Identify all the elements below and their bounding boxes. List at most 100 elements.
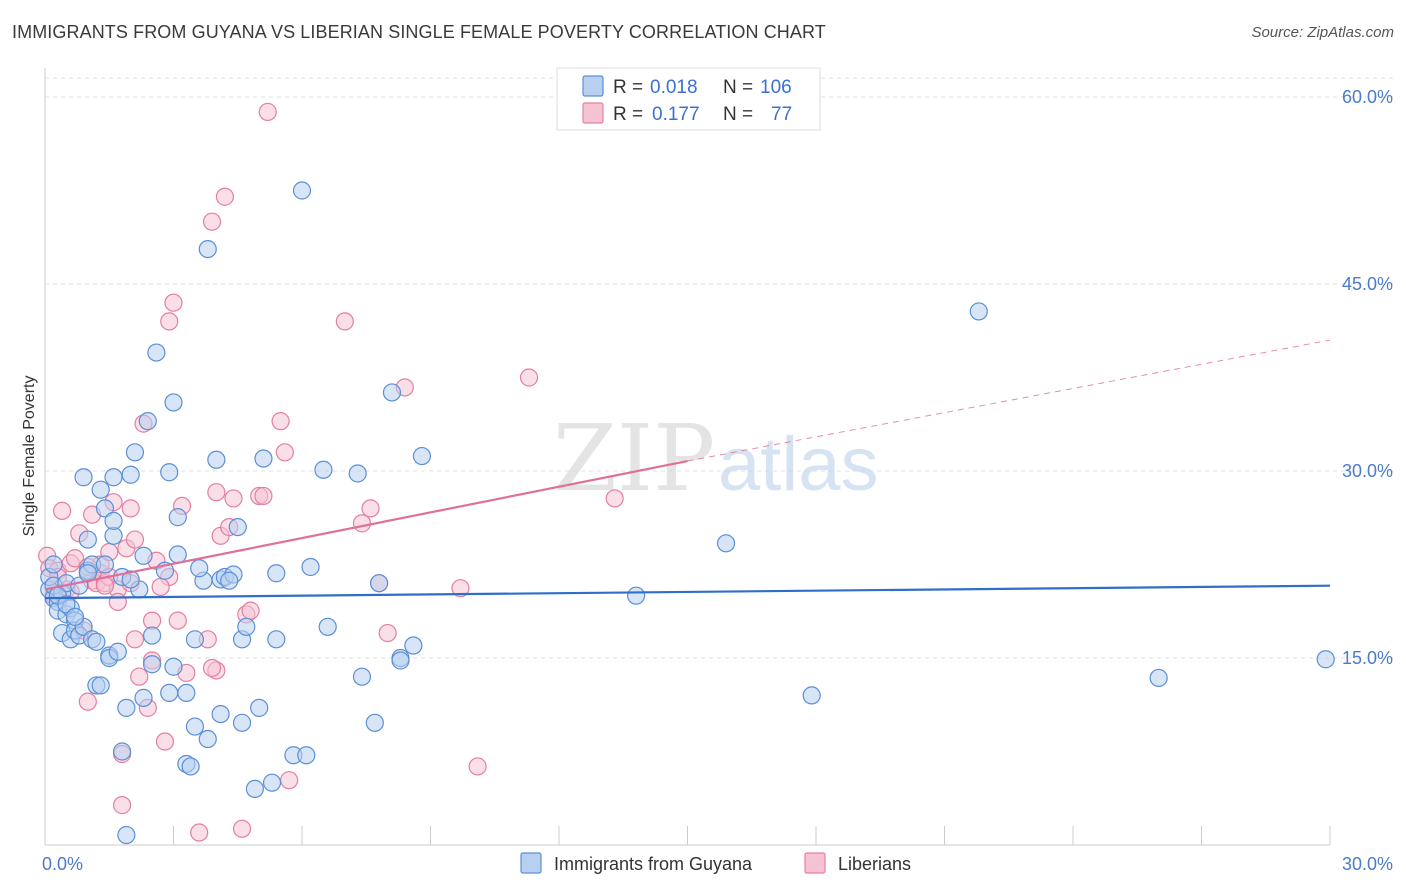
guyana-point-24 bbox=[91, 480, 110, 499]
liberians-point-70 bbox=[125, 630, 145, 649]
guyana-point-31 bbox=[104, 511, 123, 530]
liberians-point-53 bbox=[271, 412, 290, 431]
guyana-point-78 bbox=[297, 746, 316, 765]
y-tick-label-2: 45.0% bbox=[1342, 274, 1393, 294]
guyana-point-84 bbox=[365, 713, 384, 732]
chart-title: IMMIGRANTS FROM GUYANA VS LIBERIAN SINGL… bbox=[12, 22, 826, 42]
guyana-point-23 bbox=[91, 676, 110, 695]
liberians-point-75 bbox=[151, 577, 170, 597]
guyana-point-34 bbox=[112, 742, 132, 761]
bottom-legend-label-guyana: Immigrants from Guyana bbox=[554, 854, 753, 874]
legend-n-value-1: 106 bbox=[760, 77, 792, 98]
liberians-point-56 bbox=[335, 312, 354, 331]
guyana-point-17 bbox=[74, 468, 93, 487]
liberians-point-42 bbox=[207, 483, 226, 502]
guyana-point-72 bbox=[254, 449, 273, 468]
axes bbox=[44, 68, 1331, 846]
liberians-point-28 bbox=[130, 667, 149, 686]
liberians-point-34 bbox=[160, 312, 179, 331]
guyana-point-88 bbox=[391, 651, 410, 670]
guyana-point-100 bbox=[65, 607, 85, 626]
guyana-point-51 bbox=[168, 508, 187, 527]
liberians-point-7 bbox=[65, 549, 85, 568]
legend-n-label-2: N = bbox=[723, 104, 753, 125]
liberians-point-51 bbox=[254, 486, 273, 506]
bottom-legend-swatch-blue bbox=[520, 852, 542, 874]
guyana-point-80 bbox=[314, 460, 333, 479]
liberians-point-33 bbox=[155, 732, 175, 751]
guyana-point-97 bbox=[44, 555, 63, 574]
legend-swatch-pink bbox=[582, 102, 604, 124]
bottom-legend-swatch-pink bbox=[804, 852, 826, 874]
guyana-point-91 bbox=[626, 586, 646, 605]
guyana-point-95 bbox=[1149, 668, 1168, 688]
y-tick-label-3: 60.0% bbox=[1342, 87, 1393, 107]
guyana-point-93 bbox=[802, 686, 821, 705]
guyana-point-48 bbox=[160, 683, 179, 703]
guyana-point-56 bbox=[185, 630, 205, 649]
guyana-point-86 bbox=[382, 383, 402, 402]
guyana-point-55 bbox=[181, 757, 200, 776]
guyana-point-63 bbox=[211, 704, 230, 724]
liberians-point-36 bbox=[164, 293, 183, 312]
guyana-point-73 bbox=[262, 773, 282, 792]
guyana-point-57 bbox=[185, 717, 205, 736]
guyana-point-99 bbox=[57, 595, 76, 614]
y-tick-label-1: 30.0% bbox=[1342, 461, 1393, 481]
guyana-point-26 bbox=[95, 555, 115, 574]
liberians-point-41 bbox=[202, 212, 222, 231]
watermark-atlas: atlas bbox=[718, 422, 879, 507]
series-guyana bbox=[40, 181, 1335, 845]
guyana-point-45 bbox=[147, 343, 166, 362]
guyana-point-104 bbox=[190, 559, 209, 578]
trend-lines bbox=[44, 339, 1331, 600]
liberians-point-27 bbox=[125, 530, 145, 549]
guyana-point-103 bbox=[121, 570, 140, 589]
trend-line-liberians-extension bbox=[687, 339, 1331, 462]
guyana-point-42 bbox=[138, 412, 157, 431]
liberians-point-64 bbox=[519, 368, 539, 387]
liberians-point-65 bbox=[605, 489, 624, 508]
guyana-point-71 bbox=[250, 698, 269, 717]
liberians-point-73 bbox=[202, 658, 222, 678]
liberians-point-62 bbox=[451, 579, 470, 598]
guyana-point-75 bbox=[267, 630, 286, 649]
guyana-point-77 bbox=[292, 181, 312, 200]
watermark-zip: ZIP bbox=[553, 405, 715, 512]
guyana-point-70 bbox=[245, 779, 264, 799]
liberians-point-25 bbox=[121, 499, 140, 518]
guyana-point-105 bbox=[220, 571, 239, 590]
guyana-point-82 bbox=[348, 464, 367, 483]
liberians-point-54 bbox=[275, 443, 294, 462]
guyana-point-32 bbox=[108, 642, 127, 661]
guyana-point-68 bbox=[232, 713, 252, 732]
bottom-legend-label-liberians: Liberians bbox=[838, 854, 911, 874]
guyana-point-50 bbox=[164, 657, 183, 676]
guyana-point-37 bbox=[121, 465, 140, 484]
bottom-legend: Immigrants from Guyana Liberians bbox=[520, 852, 911, 874]
liberians-point-63 bbox=[468, 757, 487, 776]
guyana-point-44 bbox=[142, 655, 162, 674]
guyana-point-96 bbox=[1316, 650, 1335, 669]
legend-swatch-blue bbox=[582, 75, 604, 97]
legend-box: R = 0.018 N = 106 R = 0.177 N = 77 bbox=[556, 67, 821, 131]
guyana-point-61 bbox=[207, 450, 226, 469]
guyana-point-89 bbox=[404, 636, 423, 655]
x-tick-label-max: 30.0% bbox=[1342, 854, 1393, 874]
guyana-point-81 bbox=[318, 617, 337, 636]
guyana-point-47 bbox=[160, 463, 179, 482]
guyana-point-69 bbox=[237, 617, 256, 636]
trend-line-liberians bbox=[44, 459, 688, 591]
guyana-point-60 bbox=[198, 239, 217, 259]
liberians-point-52 bbox=[258, 102, 277, 122]
legend-r-value-2: 0.177 bbox=[652, 104, 700, 125]
guyana-point-92 bbox=[716, 534, 736, 553]
guyana-point-43 bbox=[142, 626, 162, 645]
guyana-point-25 bbox=[95, 499, 115, 518]
guyana-point-59 bbox=[198, 729, 217, 749]
liberians-point-39 bbox=[190, 823, 209, 842]
liberians-point-21 bbox=[108, 592, 127, 612]
trend-line-guyana bbox=[44, 584, 1331, 600]
guyana-point-40 bbox=[134, 688, 153, 707]
